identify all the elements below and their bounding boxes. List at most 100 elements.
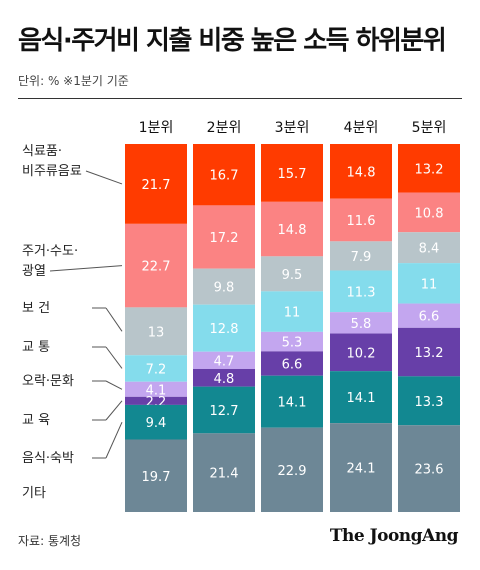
legend-label: 기타 bbox=[22, 486, 46, 501]
data-label: 13 bbox=[148, 325, 165, 340]
bar-segment bbox=[193, 368, 255, 387]
data-label: 21.4 bbox=[210, 467, 239, 482]
data-label: 7.2 bbox=[146, 362, 167, 377]
bar-segment bbox=[261, 375, 323, 428]
data-label: 10.2 bbox=[347, 346, 376, 361]
legend-label: 교 육 bbox=[22, 413, 50, 428]
data-label: 13.2 bbox=[415, 346, 444, 361]
leader-line bbox=[105, 307, 123, 332]
data-label: 13.3 bbox=[415, 395, 444, 410]
data-label: 5.3 bbox=[282, 336, 303, 351]
data-label: 7.9 bbox=[351, 250, 372, 265]
data-label: 12.8 bbox=[210, 322, 239, 337]
chart-title: 음식·주거비 지출 비중 높은 소득 하위분위 bbox=[18, 26, 447, 56]
bar-segment bbox=[125, 381, 187, 397]
data-label: 12.7 bbox=[210, 404, 239, 419]
bar-segment bbox=[330, 423, 392, 512]
bar-segment bbox=[261, 144, 323, 202]
bar-segment bbox=[125, 404, 187, 440]
data-label: 11.6 bbox=[347, 214, 376, 229]
data-label: 8.4 bbox=[419, 242, 440, 257]
bar-segment bbox=[398, 376, 460, 426]
data-label: 6.6 bbox=[419, 310, 440, 325]
leader-line bbox=[49, 265, 123, 272]
bar-segment bbox=[398, 425, 460, 512]
legend-label: 주거·수도· bbox=[22, 244, 78, 259]
data-label: 14.1 bbox=[347, 391, 376, 406]
data-label: 5.8 bbox=[351, 317, 372, 332]
legend-label: 광열 bbox=[22, 264, 46, 279]
category-label: 2분위 bbox=[207, 120, 242, 136]
legend-label: 오락·문화 bbox=[22, 374, 74, 389]
bar-segment bbox=[193, 386, 255, 434]
bar-segment bbox=[193, 144, 255, 206]
bar-segment bbox=[125, 223, 187, 308]
legend-label: 비주류음료 bbox=[22, 164, 82, 179]
data-label: 11 bbox=[421, 277, 438, 292]
bar-segment bbox=[398, 144, 460, 193]
data-label: 4.8 bbox=[214, 372, 235, 387]
brand-logo: The JoongAng bbox=[329, 526, 459, 546]
data-label: 24.1 bbox=[347, 462, 376, 477]
source-note: 자료: 통계청 bbox=[18, 534, 82, 548]
data-label: 21.7 bbox=[142, 178, 171, 193]
leader-line bbox=[105, 400, 123, 421]
bar-segment bbox=[125, 144, 187, 224]
bar-segment bbox=[398, 303, 460, 328]
data-label: 22.9 bbox=[278, 464, 307, 479]
leader-line bbox=[105, 346, 123, 369]
bar-segment bbox=[330, 144, 392, 199]
legend-label: 교 통 bbox=[22, 340, 50, 355]
bar-segment bbox=[193, 205, 255, 269]
bar-segment bbox=[261, 256, 323, 292]
data-label: 14.8 bbox=[347, 165, 376, 180]
bar-segment bbox=[330, 270, 392, 313]
bar-segment bbox=[261, 427, 323, 512]
bar-segment bbox=[261, 291, 323, 332]
bar-segment bbox=[330, 371, 392, 424]
data-label: 23.6 bbox=[415, 463, 444, 478]
bar-segment bbox=[330, 198, 392, 242]
data-label: 14.1 bbox=[278, 396, 307, 411]
legend-label: 보 건 bbox=[22, 301, 50, 316]
category-label: 3분위 bbox=[275, 120, 310, 136]
bar-segment bbox=[330, 241, 392, 271]
leader-line bbox=[105, 422, 123, 459]
data-label: 4.1 bbox=[146, 383, 167, 398]
data-label: 9.4 bbox=[146, 416, 167, 431]
bar-segment bbox=[261, 331, 323, 352]
bar-segment bbox=[125, 307, 187, 356]
data-label: 10.8 bbox=[415, 206, 444, 221]
legend-label: 음식·숙박 bbox=[22, 451, 74, 466]
bar-segment bbox=[261, 201, 323, 257]
data-label: 9.5 bbox=[282, 268, 303, 283]
bar-segment bbox=[330, 333, 392, 372]
legend-label: 식료품· bbox=[22, 144, 62, 159]
data-label: 4.7 bbox=[214, 354, 235, 369]
bar-segment bbox=[398, 232, 460, 264]
leader-line bbox=[85, 170, 123, 185]
bar-segment bbox=[398, 192, 460, 233]
bar-segment bbox=[193, 268, 255, 305]
data-label: 13.2 bbox=[415, 162, 444, 177]
data-label: 15.7 bbox=[278, 167, 307, 182]
data-label: 6.6 bbox=[282, 358, 303, 373]
bar-segment bbox=[330, 312, 392, 334]
bar-segment bbox=[125, 355, 187, 382]
bar-segment bbox=[398, 263, 460, 304]
leader-line bbox=[105, 380, 123, 390]
category-label: 1분위 bbox=[139, 120, 174, 136]
unit-note: 단위: % ※1분기 기준 bbox=[18, 74, 129, 88]
category-label: 4분위 bbox=[344, 120, 379, 136]
bar-segment bbox=[398, 327, 460, 377]
bar-segment bbox=[193, 351, 255, 369]
bar-segment bbox=[125, 396, 187, 405]
data-label: 9.8 bbox=[214, 281, 235, 296]
bar-segment bbox=[193, 433, 255, 512]
category-label: 5분위 bbox=[412, 120, 447, 136]
header-divider bbox=[18, 98, 462, 99]
data-label: 11.3 bbox=[347, 285, 376, 300]
data-label: 19.7 bbox=[142, 470, 171, 485]
data-label: 14.8 bbox=[278, 223, 307, 238]
